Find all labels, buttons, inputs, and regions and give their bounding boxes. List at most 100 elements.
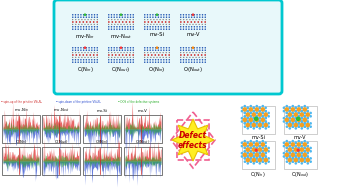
Circle shape [298, 105, 300, 108]
Circle shape [163, 59, 164, 60]
Circle shape [72, 26, 73, 28]
Circle shape [243, 118, 247, 122]
Circle shape [199, 14, 201, 15]
Circle shape [202, 19, 203, 20]
Circle shape [180, 50, 182, 51]
Circle shape [249, 112, 252, 114]
Circle shape [165, 21, 166, 23]
Circle shape [87, 57, 89, 58]
Circle shape [253, 155, 255, 158]
Circle shape [254, 153, 259, 157]
Circle shape [158, 61, 159, 63]
Circle shape [149, 16, 151, 18]
Circle shape [250, 122, 252, 125]
Circle shape [265, 145, 267, 148]
Circle shape [265, 155, 267, 158]
Circle shape [83, 21, 84, 23]
Circle shape [166, 59, 167, 60]
Circle shape [199, 47, 201, 49]
Circle shape [180, 21, 182, 23]
Circle shape [80, 26, 82, 28]
Circle shape [288, 117, 291, 119]
Circle shape [86, 54, 88, 56]
Circle shape [130, 24, 131, 25]
Circle shape [149, 61, 151, 63]
Circle shape [202, 47, 203, 49]
Circle shape [152, 47, 154, 49]
Circle shape [258, 145, 261, 147]
Circle shape [267, 115, 270, 118]
Circle shape [261, 150, 264, 153]
Circle shape [123, 24, 125, 25]
Circle shape [294, 106, 297, 109]
Circle shape [258, 152, 261, 154]
Circle shape [244, 150, 246, 153]
Circle shape [295, 155, 297, 158]
Circle shape [241, 106, 243, 109]
Circle shape [152, 14, 154, 15]
Circle shape [205, 50, 206, 51]
Circle shape [183, 24, 184, 25]
Circle shape [158, 26, 159, 28]
Circle shape [147, 14, 148, 15]
Circle shape [183, 57, 184, 58]
Circle shape [91, 57, 92, 58]
Circle shape [304, 115, 306, 118]
Circle shape [180, 16, 182, 18]
Circle shape [301, 155, 303, 158]
Circle shape [241, 110, 243, 112]
Circle shape [249, 122, 252, 124]
Circle shape [168, 21, 170, 23]
Bar [42, 147, 80, 175]
Circle shape [303, 125, 306, 128]
Circle shape [297, 122, 300, 125]
Circle shape [297, 147, 300, 149]
Circle shape [123, 19, 125, 20]
Circle shape [267, 160, 270, 163]
Circle shape [303, 160, 306, 163]
Circle shape [205, 29, 206, 30]
Circle shape [255, 160, 258, 163]
Circle shape [306, 110, 309, 112]
Circle shape [168, 29, 170, 30]
Circle shape [119, 14, 120, 15]
Circle shape [204, 54, 206, 56]
Circle shape [288, 145, 291, 147]
Circle shape [196, 16, 198, 18]
Circle shape [91, 29, 93, 30]
Circle shape [147, 61, 148, 63]
Circle shape [194, 14, 195, 15]
Circle shape [254, 142, 259, 147]
Circle shape [86, 14, 87, 15]
Circle shape [124, 61, 126, 63]
Circle shape [78, 19, 80, 20]
Circle shape [201, 21, 203, 23]
Circle shape [246, 127, 249, 130]
Text: ─ spin-up of the pristine VSi₂N₄: ─ spin-up of the pristine VSi₂N₄ [1, 100, 42, 104]
Circle shape [97, 24, 98, 25]
Circle shape [246, 155, 249, 158]
Circle shape [168, 50, 170, 51]
Circle shape [241, 152, 243, 154]
Circle shape [295, 155, 297, 158]
Circle shape [258, 127, 261, 130]
Circle shape [287, 112, 292, 117]
Circle shape [119, 16, 120, 18]
Circle shape [188, 50, 190, 51]
Circle shape [265, 120, 267, 123]
Circle shape [156, 24, 158, 25]
Circle shape [132, 59, 134, 60]
Circle shape [298, 160, 300, 163]
Circle shape [114, 61, 115, 63]
Circle shape [286, 157, 288, 160]
Circle shape [117, 57, 119, 58]
Circle shape [180, 14, 182, 15]
Circle shape [292, 160, 294, 163]
Circle shape [132, 16, 134, 18]
Circle shape [262, 160, 264, 163]
Circle shape [166, 16, 167, 18]
Circle shape [256, 125, 258, 128]
Circle shape [292, 150, 294, 153]
Circle shape [183, 16, 184, 18]
Circle shape [304, 105, 306, 108]
